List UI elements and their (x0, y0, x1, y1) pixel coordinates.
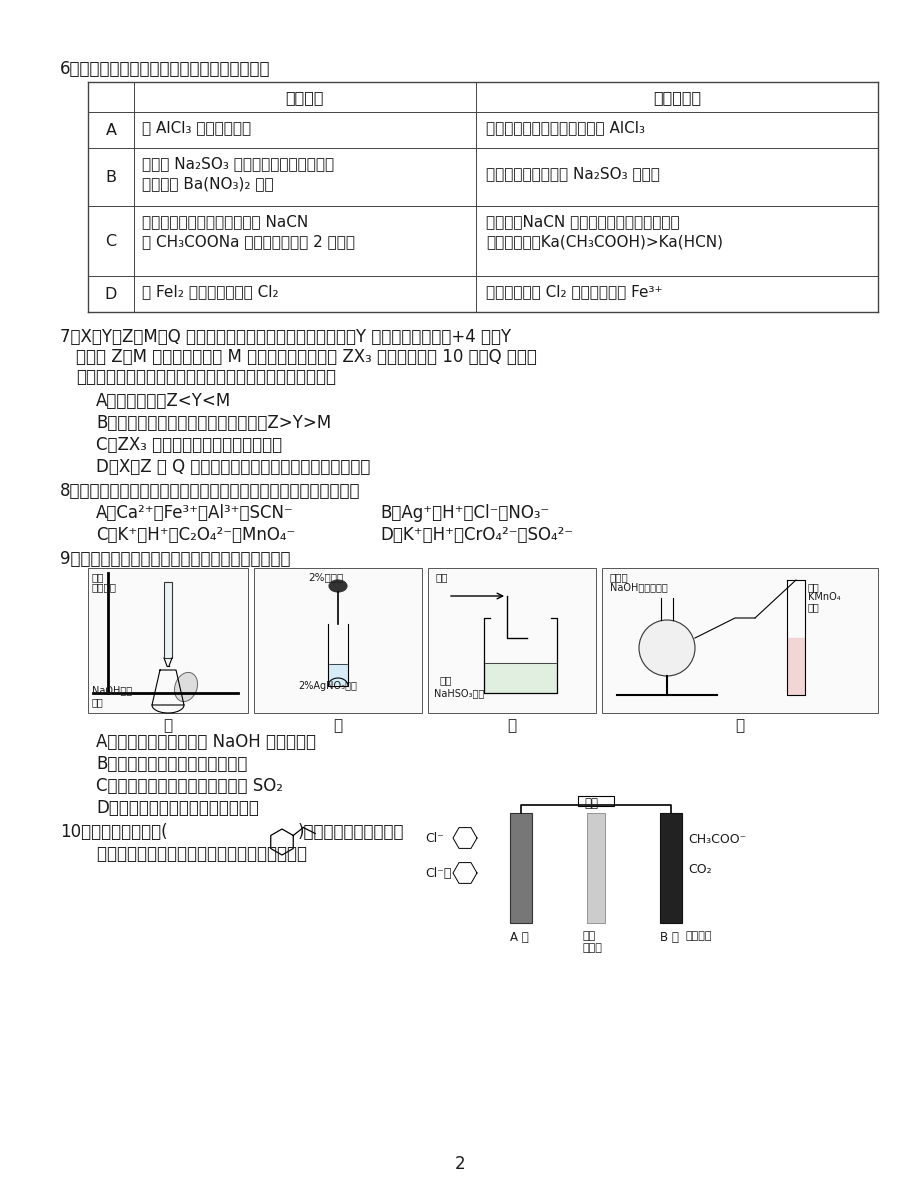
Text: 质子: 质子 (583, 931, 596, 940)
Text: 实验操作: 实验操作 (286, 90, 323, 105)
Text: D．用图丁所示装置检验产生的乙烯: D．用图丁所示装置检验产生的乙烯 (96, 799, 258, 817)
Text: 溴乙烷: 溴乙烷 (609, 573, 628, 582)
Text: C．K⁺、H⁺、C₂O₄²⁻、MnO₄⁻: C．K⁺、H⁺、C₂O₄²⁻、MnO₄⁻ (96, 526, 295, 544)
Bar (427, 568, 596, 713)
Text: 现象及结论: 现象及结论 (652, 90, 700, 105)
Text: Cl⁻: Cl⁻ (425, 832, 443, 845)
Text: 负载: 负载 (584, 797, 597, 810)
Text: 和 CH₃COONa 溶液中分别滴加 2 滴酚酞: 和 CH₃COONa 溶液中分别滴加 2 滴酚酞 (142, 234, 355, 248)
Bar (509, 813, 531, 923)
Text: NaOH溶液: NaOH溶液 (92, 685, 132, 694)
Text: D．X、Z 和 Q 三种元素形成的化合物一定是共价化合物: D．X、Z 和 Q 三种元素形成的化合物一定是共价化合物 (96, 458, 370, 476)
Text: A．Ca²⁺、Fe³⁺、Al³⁺、SCN⁻: A．Ca²⁺、Fe³⁺、Al³⁺、SCN⁻ (96, 504, 293, 522)
Text: 7．X、Y、Z、M、Q 五种短周期元素，原子序数依次增大。Y 元素的最高正价为+4 价，Y: 7．X、Y、Z、M、Q 五种短周期元素，原子序数依次增大。Y 元素的最高正价为+… (60, 328, 511, 345)
Text: 向 FeI₂ 溶液中通入少量 Cl₂: 向 FeI₂ 溶液中通入少量 Cl₂ (142, 284, 278, 299)
Text: 2%AgNO₃溶液: 2%AgNO₃溶液 (298, 681, 357, 691)
Bar (577, 796, 613, 806)
Text: 丙: 丙 (507, 718, 516, 733)
Text: 微生物膜: 微生物膜 (686, 931, 711, 940)
Text: C．ZX₃ 极易溶于水，其水溶液呈碱性: C．ZX₃ 极易溶于水，其水溶液呈碱性 (96, 437, 282, 454)
Text: D．K⁺、H⁺、CrO₄²⁻、SO₄²⁻: D．K⁺、H⁺、CrO₄²⁻、SO₄²⁻ (380, 526, 573, 544)
Text: 9．用下列实验操作或装置进行相应实验，正确的是: 9．用下列实验操作或装置进行相应实验，正确的是 (60, 550, 290, 568)
Text: 8．下列溶液中，由于发生氧化还原反应而不能大量共存的离子组是: 8．下列溶液中，由于发生氧化还原反应而不能大量共存的离子组是 (60, 481, 360, 500)
Text: B．Ag⁺、H⁺、Cl⁻、NO₃⁻: B．Ag⁺、H⁺、Cl⁻、NO₃⁻ (380, 504, 549, 522)
Text: 乙: 乙 (333, 718, 342, 733)
Text: 酸酸化的 Ba(NO₃)₂ 溶液: 酸酸化的 Ba(NO₃)₂ 溶液 (142, 176, 273, 190)
Text: 将少量 Na₂SO₃ 样品溶于水，滴加足量盐: 将少量 Na₂SO₃ 样品溶于水，滴加足量盐 (142, 156, 334, 172)
Text: 6．下列实验操作所得的现象及结论均正确的是: 6．下列实验操作所得的现象及结论均正确的是 (60, 60, 270, 78)
Text: 酸性: 酸性 (807, 582, 819, 592)
Text: 丁: 丁 (734, 718, 743, 733)
Text: 原子最外层电子数比次外层少一个电子。下列说法错误的是: 原子最外层电子数比次外层少一个电子。下列说法错误的是 (76, 368, 335, 386)
Text: 溶液: 溶液 (807, 602, 819, 612)
Text: 2%稀氨水: 2%稀氨水 (308, 573, 343, 582)
Text: CH₃COO⁻: CH₃COO⁻ (687, 833, 745, 846)
Text: CO₂: CO₂ (687, 864, 711, 875)
Text: )的废水可以利用微化学: )的废水可以利用微化学 (298, 823, 404, 841)
Bar (586, 813, 605, 923)
Text: 有白色沉淀产生，则 Na₂SO₃ 已变质: 有白色沉淀产生，则 Na₂SO₃ 已变质 (485, 166, 659, 181)
Text: 甲: 甲 (164, 718, 173, 733)
Text: 酚酞: 酚酞 (92, 697, 104, 707)
Text: 交换膜: 交换膜 (583, 943, 602, 953)
Bar (601, 568, 877, 713)
Text: C．用图丙所示装置吸收尾气中的 SO₂: C．用图丙所示装置吸收尾气中的 SO₂ (96, 777, 283, 795)
Text: 电池除去，其原理如图所示，下列说法正确的是: 电池除去，其原理如图所示，下列说法正确的是 (76, 845, 307, 864)
Text: C: C (106, 234, 117, 248)
Text: B．用图乙所示操作配制银氨溶液: B．用图乙所示操作配制银氨溶液 (96, 755, 247, 772)
Text: A．原子半径：Z<Y<M: A．原子半径：Z<Y<M (96, 392, 231, 411)
Text: 溶液变黄，则 Cl₂ 的氧化性强于 Fe³⁺: 溶液变黄，则 Cl₂ 的氧化性强于 Fe³⁺ (485, 284, 662, 299)
Text: NaOH的乙醇溶液: NaOH的乙醇溶液 (609, 582, 667, 592)
Text: A: A (106, 123, 117, 138)
Text: A．用图甲所示操作测定 NaOH 溶液的浓度: A．用图甲所示操作测定 NaOH 溶液的浓度 (96, 733, 315, 751)
Text: 饱和: 饱和 (439, 675, 452, 685)
Text: D: D (105, 287, 117, 302)
Text: B．最高价氧化物对应水化物的酸性：Z>Y>M: B．最高价氧化物对应水化物的酸性：Z>Y>M (96, 414, 331, 432)
Circle shape (639, 620, 694, 675)
Text: 元素与 Z、M 元素相邻，且与 M 元素同主族；化合物 ZX₃ 的电子总数为 10 个；Q 元素的: 元素与 Z、M 元素相邻，且与 M 元素同主族；化合物 ZX₃ 的电子总数为 1… (76, 348, 537, 366)
Text: A 极: A 极 (509, 931, 528, 944)
Text: 常温下，向等体积、等浓度的 NaCN: 常温下，向等体积、等浓度的 NaCN (142, 214, 308, 230)
Text: 标准溶液: 标准溶液 (92, 582, 117, 592)
Text: Cl⁻和: Cl⁻和 (425, 867, 451, 880)
Text: KMnO₄: KMnO₄ (807, 592, 840, 602)
Text: 10．含乙酸钠和氯苯(: 10．含乙酸钠和氯苯( (60, 823, 167, 841)
Text: 尾气: 尾气 (436, 573, 448, 582)
Bar (88, 568, 248, 713)
Ellipse shape (175, 672, 198, 702)
Bar (659, 813, 681, 923)
Text: 均变红，NaCN 溶液红色更深，则常温下电: 均变红，NaCN 溶液红色更深，则常温下电 (485, 214, 679, 230)
Text: B 极: B 极 (659, 931, 678, 944)
Text: 盐酸: 盐酸 (92, 573, 105, 582)
Text: 将 AlCl₃ 溶液加热蒸干: 将 AlCl₃ 溶液加热蒸干 (142, 119, 251, 135)
Bar (254, 568, 422, 713)
Ellipse shape (329, 580, 346, 592)
Bar (164, 582, 172, 658)
Text: B: B (106, 170, 117, 185)
Text: 2: 2 (454, 1155, 465, 1174)
Text: 离平衡常数：Ka(CH₃COOH)>Ka(HCN): 离平衡常数：Ka(CH₃COOH)>Ka(HCN) (485, 234, 722, 248)
Text: NaHSO₃溶液: NaHSO₃溶液 (434, 689, 483, 698)
Text: 得到白色固体，成分为纯净的 AlCl₃: 得到白色固体，成分为纯净的 AlCl₃ (485, 119, 644, 135)
